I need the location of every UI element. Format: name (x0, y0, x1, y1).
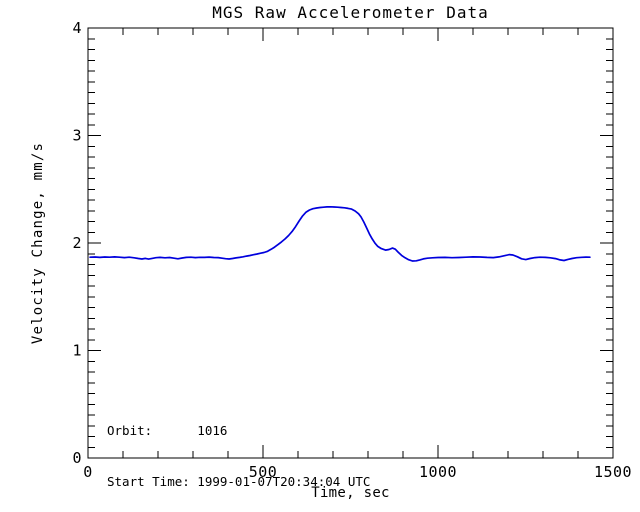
y-tick-label: 0 (72, 449, 82, 467)
y-tick-label: 1 (72, 342, 82, 360)
x-axis-label: Time, sec (311, 485, 390, 501)
chart-title: MGS Raw Accelerometer Data (212, 3, 489, 22)
x-tick-label: 1000 (419, 463, 457, 481)
y-tick-label: 4 (72, 19, 82, 37)
x-tick-label: 1500 (594, 463, 632, 481)
y-tick-label: 3 (72, 127, 82, 145)
annotation-start-time: Start Time: 1999-01-07T20:34:04 UTC (107, 474, 371, 489)
annotation-block: Orbit: 1016 Start Time: 1999-01-07T20:34… (107, 388, 370, 512)
y-axis-label-text: Velocity Change, mm/s (30, 141, 46, 345)
data-curve (89, 205, 591, 262)
axis-ticks (87, 27, 614, 459)
x-tick-label: 0 (83, 463, 93, 481)
annotation-orbit: Orbit: 1016 (107, 423, 228, 438)
x-tick-label: 500 (249, 463, 278, 481)
y-tick-label: 2 (72, 234, 82, 252)
